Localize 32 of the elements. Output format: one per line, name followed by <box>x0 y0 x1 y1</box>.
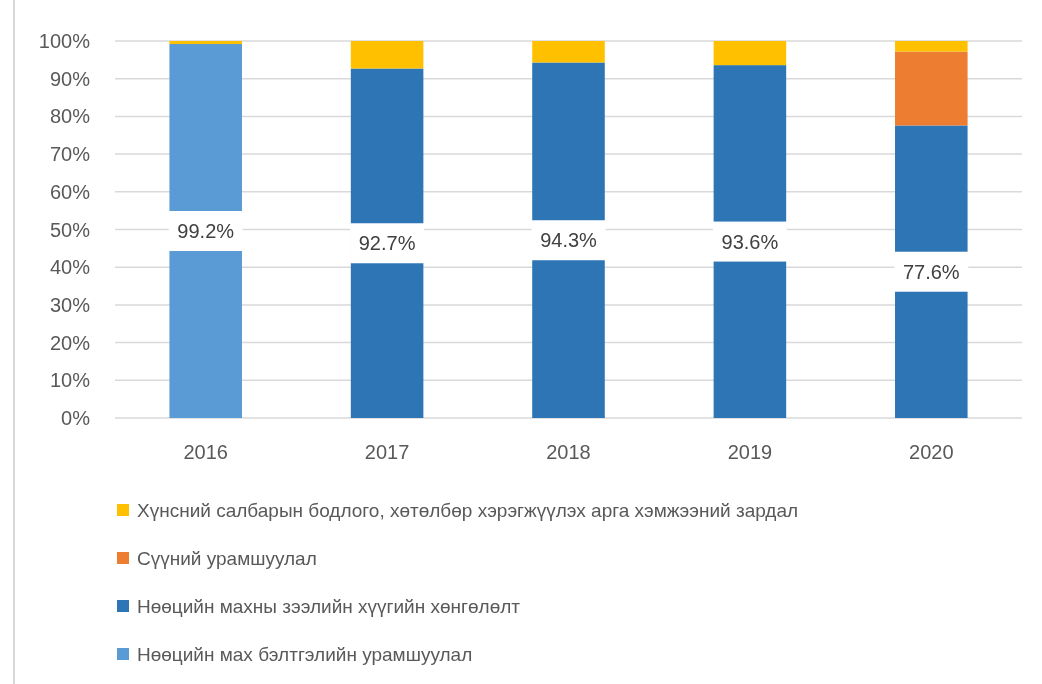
x-tick-label: 2017 <box>364 441 410 463</box>
y-tick-label: 90% <box>49 67 91 90</box>
y-tick-label: 80% <box>49 105 91 128</box>
y-tick-label: 0% <box>61 407 91 429</box>
data-label: 93.6% <box>721 230 779 253</box>
y-tick-label: 60% <box>49 180 91 203</box>
x-tick-label: 2020 <box>909 441 954 463</box>
legend-label: Нөөцийн мах бэлтгэлийн урамшуулал <box>137 643 473 665</box>
x-tick-label: 2016 <box>183 441 228 463</box>
bar <box>169 44 242 418</box>
y-tick-label: 70% <box>49 143 91 166</box>
data-label: 99.2% <box>177 220 235 243</box>
y-tick-label: 50% <box>49 218 91 241</box>
data-label: 94.3% <box>540 229 598 252</box>
bar <box>713 41 787 66</box>
data-label: 77.6% <box>902 260 960 283</box>
bar <box>350 41 424 69</box>
legend-label: Нөөцийн махны зээлийн хүүгийн хөнгөлөлт <box>137 595 521 617</box>
y-tick-label: 20% <box>49 331 91 354</box>
data-label: 92.7% <box>358 232 416 255</box>
y-tick-label: 40% <box>49 256 91 279</box>
x-tick-label: 2018 <box>546 441 591 463</box>
legend-label: Сүүний урамшуулал <box>137 547 317 569</box>
x-tick-label: 2019 <box>727 441 773 463</box>
y-tick-label: 30% <box>49 293 91 316</box>
y-tick-label: 10% <box>49 369 91 392</box>
bar <box>895 41 968 52</box>
bar <box>895 51 968 126</box>
bar <box>532 41 605 63</box>
legend-label: Хүнсний салбарын бодлого, хөтөлбөр хэрэгжүүлэх арга хэмжээний зардал <box>137 499 799 521</box>
bar <box>169 41 242 45</box>
y-tick-label: 100% <box>38 30 91 52</box>
